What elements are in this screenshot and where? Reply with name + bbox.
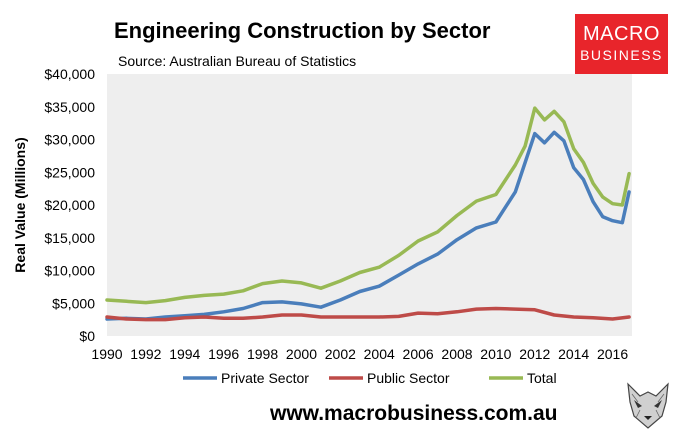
x-tick-label: 2000 [286,346,317,362]
y-tick-label: $30,000 [44,132,95,148]
x-tick-label: 2010 [480,346,511,362]
x-tick-label: 1992 [130,346,161,362]
x-tick-label: 1996 [208,346,239,362]
y-tick-label: $10,000 [44,263,95,279]
y-axis-label: Real Value (Millions) [12,137,28,272]
y-tick-label: $5,000 [52,295,95,311]
line-chart: $0 $5,000 $10,000 $15,000 $20,000 $25,000 $30,… [12,66,632,386]
series-line-private-sector [105,130,631,321]
x-tick-label: 2006 [403,346,434,362]
series-lines [105,106,631,322]
macrobusiness-logo: MACRO BUSINESS [575,14,668,74]
logo-line-2: BUSINESS [580,47,663,63]
y-tick-label: $35,000 [44,99,95,115]
y-tick-label: $15,000 [44,230,95,246]
y-axis-ticks: $0 $5,000 $10,000 $15,000 $20,000 $25,000 $30,… [44,66,95,344]
series-line-public-sector [105,306,631,322]
legend-label: Private Sector [221,370,309,386]
y-tick-label: $20,000 [44,197,95,213]
x-tick-label: 2004 [364,346,395,362]
y-tick-label: $25,000 [44,164,95,180]
footer-url: www.macrobusiness.com.au [270,402,558,425]
wolf-icon [622,380,674,432]
x-axis-ticks: 1990 1992 1994 1996 1998 2000 2002 2004 2006 2008… [91,346,628,362]
legend: Private Sector Public Sector Total [183,370,557,386]
legend-label: Public Sector [367,370,450,386]
x-tick-label: 1994 [169,346,200,362]
x-tick-label: 2014 [558,346,589,362]
chart-subtitle: Source: Australian Bureau of Statistics [118,53,357,69]
x-tick-label: 1998 [247,346,278,362]
y-tick-label: $0 [79,328,95,344]
chart-title: Engineering Construction by Sector [114,18,491,43]
x-tick-label: 2008 [441,346,472,362]
series-line-total [105,106,631,305]
y-tick-label: $40,000 [44,66,95,82]
legend-label: Total [527,370,557,386]
x-tick-label: 2002 [325,346,356,362]
x-tick-label: 2016 [597,346,628,362]
x-tick-label: 2012 [519,346,550,362]
logo-line-1: MACRO [583,23,660,45]
x-tick-label: 1990 [91,346,122,362]
